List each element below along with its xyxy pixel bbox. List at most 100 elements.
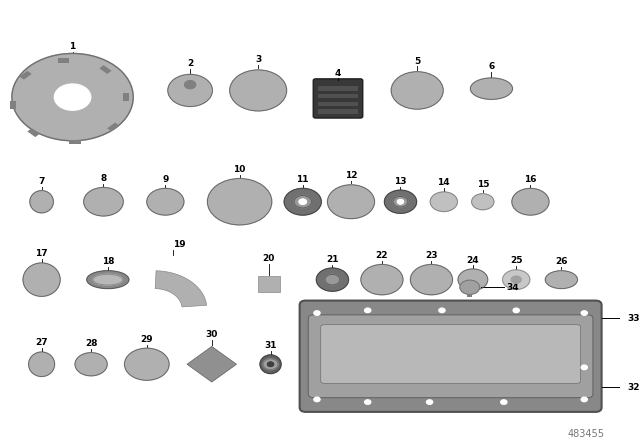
Ellipse shape (23, 263, 60, 296)
Circle shape (513, 308, 519, 313)
Circle shape (397, 199, 404, 204)
Text: 15: 15 (477, 180, 489, 189)
Bar (99, 65, 111, 74)
Text: 24: 24 (467, 255, 479, 264)
Bar (318, 94, 358, 99)
Text: 28: 28 (85, 339, 97, 348)
FancyBboxPatch shape (308, 315, 593, 398)
FancyBboxPatch shape (313, 79, 363, 118)
Ellipse shape (93, 274, 123, 285)
Circle shape (207, 179, 272, 225)
Circle shape (361, 264, 403, 295)
Circle shape (472, 194, 494, 210)
Text: 12: 12 (345, 172, 357, 181)
Text: 19: 19 (173, 241, 186, 250)
Circle shape (284, 188, 321, 215)
Circle shape (316, 268, 349, 291)
Circle shape (426, 400, 433, 404)
Ellipse shape (30, 190, 53, 213)
Ellipse shape (87, 271, 129, 289)
Circle shape (84, 188, 124, 216)
Text: 14: 14 (438, 178, 450, 188)
Polygon shape (155, 271, 207, 307)
Circle shape (581, 365, 588, 370)
Circle shape (365, 400, 371, 404)
Text: 29: 29 (141, 335, 153, 344)
Circle shape (458, 269, 488, 290)
Circle shape (184, 81, 196, 89)
Circle shape (325, 274, 340, 285)
Bar (467, 287, 472, 297)
Text: 483455: 483455 (568, 429, 605, 439)
FancyBboxPatch shape (321, 325, 580, 383)
Text: 21: 21 (326, 254, 339, 263)
Text: 6: 6 (488, 62, 495, 71)
Text: 4: 4 (335, 69, 341, 78)
Bar (318, 109, 358, 114)
Ellipse shape (29, 352, 54, 376)
Text: 9: 9 (162, 175, 168, 184)
Bar (28, 128, 40, 137)
Bar (107, 123, 120, 131)
Circle shape (581, 397, 588, 402)
Circle shape (430, 192, 458, 211)
Text: 7: 7 (38, 177, 45, 186)
Circle shape (512, 188, 549, 215)
Text: 18: 18 (102, 257, 114, 266)
Ellipse shape (470, 78, 513, 99)
FancyBboxPatch shape (300, 301, 602, 412)
Polygon shape (187, 346, 237, 382)
Circle shape (314, 311, 320, 315)
Text: 30: 30 (205, 330, 218, 339)
Text: 27: 27 (35, 338, 48, 347)
Text: 5: 5 (414, 56, 420, 65)
Bar (10, 101, 16, 109)
Circle shape (328, 185, 374, 219)
Circle shape (147, 188, 184, 215)
Bar (19, 71, 32, 80)
Bar (58, 58, 70, 63)
Circle shape (299, 199, 307, 204)
Text: 16: 16 (524, 175, 537, 184)
Circle shape (125, 348, 169, 380)
Ellipse shape (545, 271, 577, 289)
Text: 13: 13 (394, 177, 407, 186)
Circle shape (385, 190, 417, 213)
Circle shape (365, 308, 371, 313)
Text: 2: 2 (187, 59, 193, 68)
Circle shape (12, 53, 133, 141)
Circle shape (502, 270, 530, 289)
Text: 25: 25 (510, 256, 522, 265)
Circle shape (230, 70, 287, 111)
Circle shape (314, 397, 320, 402)
Circle shape (410, 264, 452, 295)
Circle shape (460, 280, 480, 294)
Circle shape (268, 362, 274, 366)
Text: 34: 34 (506, 283, 519, 292)
Text: 33: 33 (628, 314, 640, 323)
Circle shape (500, 400, 507, 404)
Text: 8: 8 (100, 174, 107, 183)
Text: 17: 17 (35, 249, 48, 258)
Text: 31: 31 (264, 341, 277, 350)
Ellipse shape (260, 355, 281, 374)
Circle shape (393, 196, 408, 207)
Circle shape (54, 84, 91, 110)
Circle shape (439, 308, 445, 313)
Circle shape (168, 74, 212, 107)
Bar (123, 93, 129, 101)
Text: 23: 23 (425, 251, 438, 260)
Bar (70, 139, 81, 144)
Circle shape (75, 353, 107, 376)
Text: 11: 11 (296, 175, 309, 184)
Bar (318, 86, 358, 91)
Circle shape (391, 72, 443, 109)
Circle shape (263, 359, 278, 370)
Text: 22: 22 (376, 251, 388, 260)
Bar (318, 102, 358, 106)
Bar (257, 276, 280, 292)
Circle shape (294, 195, 312, 208)
Text: 20: 20 (262, 254, 275, 263)
Text: 3: 3 (255, 55, 261, 64)
Text: 1: 1 (69, 42, 76, 51)
